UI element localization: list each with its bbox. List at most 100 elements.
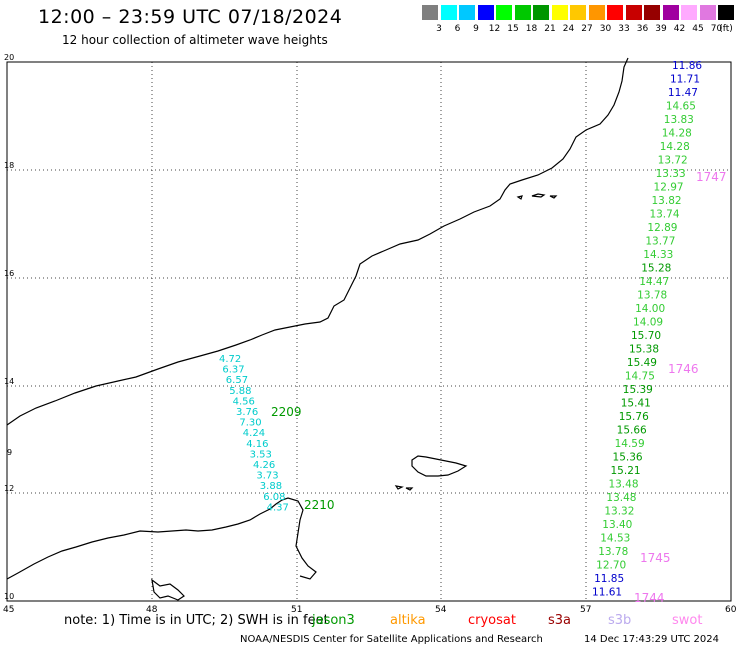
wave-height-label: 4.37: [267, 502, 289, 513]
wave-height-label: 3.88: [260, 481, 282, 492]
legend-s3b: s3b: [608, 613, 632, 628]
scale-label: 12: [488, 24, 501, 34]
scale-swatch: [699, 5, 716, 20]
x-tick-label: 48: [146, 605, 158, 615]
wave-height-label: 15.38: [629, 344, 659, 356]
wave-height-label: 13.48: [608, 479, 638, 491]
wave-height-label: 13.74: [649, 209, 679, 221]
wave-height-label: 12.89: [647, 222, 677, 234]
scale-label: 6: [454, 24, 461, 34]
wave-height-label: 13.77: [645, 236, 675, 248]
wave-height-label: 11.61: [592, 587, 622, 599]
wave-height-label: 4.16: [246, 439, 268, 450]
legend-swot: swot: [672, 613, 703, 628]
grid-lines: [7, 62, 731, 601]
wave-height-label: 15.39: [623, 384, 653, 396]
wave-height-label: 6.08: [263, 492, 285, 503]
wave-height-label: 15.41: [621, 398, 651, 410]
scale-label: 42: [673, 24, 686, 34]
wave-height-label: 15.28: [641, 263, 671, 275]
wave-height-label: 4.72: [219, 354, 241, 365]
wave-height-label: 14.28: [660, 141, 690, 153]
wave-height-label: 7.30: [239, 418, 261, 429]
scale-swatch: [496, 5, 512, 20]
wave-height-label: 11.71: [670, 74, 700, 86]
scale-label: 24: [562, 24, 575, 34]
x-axis-labels: 45 48 51 54 57 60: [3, 605, 737, 615]
legend-jason3: jason3: [312, 613, 355, 628]
x-tick-label: 45: [3, 605, 14, 615]
track-time-label: 1745: [640, 551, 671, 565]
wave-height-label: 6.57: [226, 375, 248, 386]
wave-height-label: 13.82: [652, 195, 682, 207]
wave-height-label: 12.97: [654, 182, 684, 194]
y-axis-extra-label: 9: [7, 448, 12, 457]
wave-height-label: 13.72: [658, 155, 688, 167]
y-tick-label: 12: [4, 484, 14, 493]
scale-swatch: [644, 5, 660, 20]
wave-height-label: 13.33: [656, 168, 686, 180]
wave-height-label: 4.24: [243, 428, 265, 439]
wave-height-label: 15.21: [611, 465, 641, 477]
scale-label: 39: [655, 24, 667, 34]
y-axis-labels: 20 18 16 14 12 10: [4, 53, 14, 601]
y-tick-label: 14: [4, 377, 14, 386]
scale-label: 36: [636, 24, 649, 34]
wave-height-label: 11.85: [594, 573, 624, 585]
wave-height-label: 14.59: [615, 438, 645, 450]
x-tick-label: 60: [725, 605, 737, 615]
wave-height-label: 14.75: [625, 371, 655, 383]
wave-height-label: 3.76: [236, 407, 258, 418]
scale-swatch: [422, 5, 438, 20]
wave-height-label: 3.53: [250, 449, 272, 460]
scale-swatch: [459, 5, 475, 20]
wave-height-label: 11.47: [668, 87, 698, 99]
wave-height-label: 14.09: [633, 317, 663, 329]
scale-label: 18: [525, 24, 538, 34]
scale-swatch: [477, 5, 494, 20]
scale-swatch: [607, 5, 623, 20]
scale-label: 70: [710, 24, 723, 34]
y-tick-label: 10: [4, 592, 14, 601]
wave-height-label: 14.65: [666, 101, 696, 113]
track-time-label: 1744: [634, 591, 665, 605]
footer-timestamp: 14 Dec 17:43:29 UTC 2024: [584, 634, 719, 645]
scale-swatch: [533, 5, 549, 20]
wave-height-label: 13.78: [598, 546, 628, 558]
scale-swatch: [551, 5, 568, 20]
map-title: 12:00 – 23:59 UTC 07/18/2024: [38, 6, 343, 28]
x-tick-label: 54: [435, 605, 447, 615]
wave-height-label: 15.76: [619, 411, 649, 423]
scale-swatch: [588, 5, 605, 20]
legend-altika: altika: [390, 613, 426, 628]
wave-height-label: 14.00: [635, 303, 665, 315]
footer-credit: NOAA/NESDIS Center for Satellite Applica…: [240, 634, 543, 645]
wave-height-label: 6.37: [222, 365, 244, 376]
wave-height-label: 14.28: [662, 128, 692, 140]
y-tick-label: 16: [4, 269, 14, 278]
track-time-label: 2210: [304, 498, 335, 512]
scale-swatch: [625, 5, 642, 20]
wave-height-label: 14.33: [643, 249, 673, 261]
scale-label: 45: [692, 24, 704, 34]
wave-height-label: 15.36: [613, 452, 643, 464]
y-tick-label: 20: [4, 53, 14, 62]
wave-height-label: 13.40: [602, 519, 632, 531]
track-time-label: 1747: [696, 170, 727, 184]
scale-label: 27: [581, 24, 593, 34]
scale-swatch: [570, 5, 586, 20]
scale-label: (ft): [719, 24, 733, 34]
x-tick-label: 57: [580, 605, 591, 615]
wave-height-label: 14.53: [600, 533, 630, 545]
legend-s3a: s3a: [548, 613, 572, 628]
legend-cryosat: cryosat: [468, 613, 516, 628]
scale-swatch: [718, 5, 734, 20]
wave-height-label: 15.70: [631, 330, 661, 342]
wave-height-label: 13.78: [637, 290, 667, 302]
wave-height-label: 14.47: [639, 276, 669, 288]
wave-height-label: 4.26: [253, 460, 275, 471]
wave-height-label: 15.66: [617, 425, 647, 437]
satellite-track-left: 4.726.376.575.884.563.767.304.244.163.53…: [219, 354, 335, 513]
